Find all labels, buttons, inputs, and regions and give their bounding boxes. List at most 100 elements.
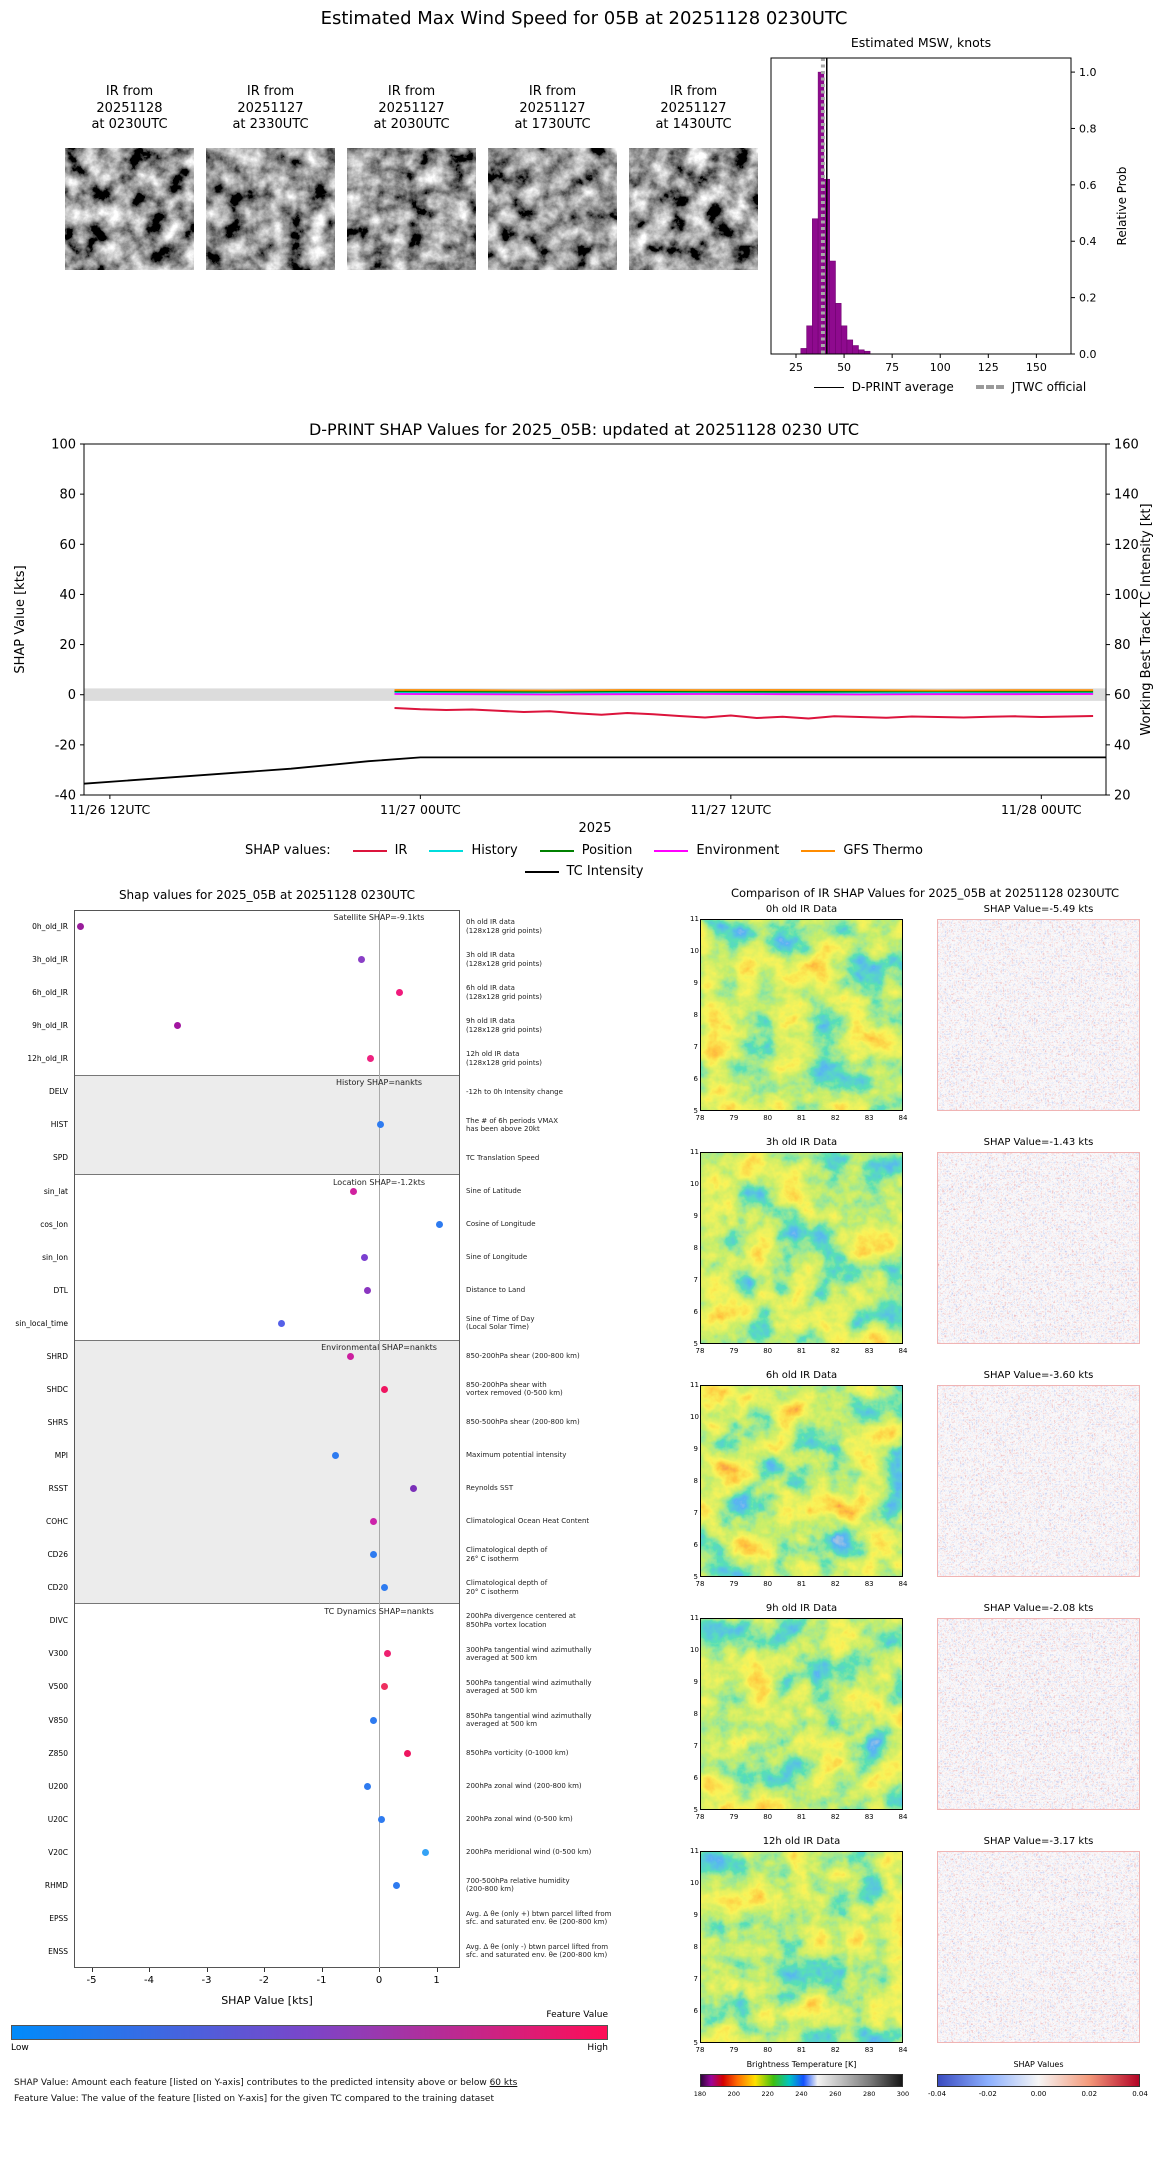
feature-label: V850 bbox=[48, 1715, 68, 1725]
map-x-tick-label: 80 bbox=[763, 2046, 773, 2054]
dotplot-plot-area bbox=[74, 910, 460, 1968]
tick-label: 0.6 bbox=[1079, 179, 1097, 192]
tick-label: 150 bbox=[1026, 361, 1047, 374]
shap-map-1-image bbox=[938, 1153, 1139, 1343]
legend-label: History bbox=[471, 843, 518, 858]
map-x-tick-label: 83 bbox=[864, 1347, 874, 1355]
map-y-tick-label: 10 bbox=[690, 947, 699, 955]
ir-map-0 bbox=[700, 919, 903, 1111]
legend-item-history: History bbox=[429, 843, 518, 858]
map-y-tick-label: 6 bbox=[693, 1308, 698, 1316]
map-x-tick-label: 83 bbox=[864, 1813, 874, 1821]
feature-desc: Maximum potential intensity bbox=[466, 1451, 567, 1460]
ir-thumbnail-0 bbox=[65, 148, 194, 270]
histogram-bar bbox=[852, 345, 859, 355]
ir-thumb-label-4: IR from 20251127 at 1430UTC bbox=[629, 84, 758, 134]
map-x-tick-label: 80 bbox=[763, 1813, 773, 1821]
shap-dot-Z850 bbox=[404, 1749, 412, 1757]
shap-dot-RHMD bbox=[392, 1881, 400, 1889]
x-tick-label: -1 bbox=[316, 1975, 327, 1986]
feature-desc: 850-500hPa shear (200-800 km) bbox=[466, 1418, 580, 1427]
shap-dot-RSST bbox=[410, 1485, 417, 1493]
map-x-tick-label: 79 bbox=[729, 1580, 739, 1588]
shap-dot-cos_lon bbox=[435, 1220, 443, 1228]
series-tc-intensity bbox=[83, 756, 1106, 785]
ir-thumbnail-2-image bbox=[347, 148, 476, 270]
shap-dot-V300 bbox=[384, 1650, 392, 1658]
tick-label: -40 bbox=[55, 789, 76, 804]
legend-prefix: SHAP values: bbox=[245, 843, 331, 858]
feature-label: SPD bbox=[52, 1153, 68, 1163]
shap-dot-SHDC bbox=[381, 1385, 389, 1393]
map-x-tick-label: 81 bbox=[797, 1114, 806, 1122]
legend-swatch bbox=[654, 849, 689, 852]
feature-desc: 200hPa zonal wind (0-500 km) bbox=[466, 1815, 573, 1824]
shap-panel-title: SHAP Value=-3.17 kts bbox=[983, 1836, 1094, 1847]
map-x-tick-label: 78 bbox=[695, 1114, 705, 1122]
tick-label: 40 bbox=[59, 588, 76, 603]
shap-dot-9h_old_IR bbox=[174, 1022, 182, 1030]
feature-desc: Sine of Longitude bbox=[466, 1252, 528, 1261]
map-x-tick-label: 81 bbox=[797, 1347, 806, 1355]
feature-label: cos_lon bbox=[40, 1219, 68, 1229]
shap-dot-MPI bbox=[332, 1452, 340, 1460]
tick-label: 80 bbox=[1114, 638, 1131, 653]
feature-label: EPSS bbox=[49, 1913, 68, 1923]
feature-label: MPI bbox=[54, 1451, 68, 1461]
feature-desc: 200hPa zonal wind (200-800 km) bbox=[466, 1781, 582, 1790]
tick-label: 60 bbox=[1114, 688, 1131, 703]
shap-dot-V500 bbox=[381, 1683, 389, 1691]
tick-label: 11/28 00UTC bbox=[1001, 802, 1082, 817]
feature-desc: 850hPa tangential wind azimuthally avera… bbox=[466, 1711, 592, 1729]
legend-swatch bbox=[429, 849, 464, 852]
tick-label: 50 bbox=[837, 361, 851, 374]
map-x-tick-label: 81 bbox=[797, 1580, 806, 1588]
histogram-bar bbox=[846, 339, 854, 355]
shap-panel-title: SHAP Value=-2.08 kts bbox=[983, 1603, 1094, 1614]
legend-swatch bbox=[539, 849, 574, 852]
ir-thumb-label-0: IR from 20251128 at 0230UTC bbox=[65, 84, 194, 134]
map-y-tick-label: 11 bbox=[690, 1847, 699, 1855]
jtwc-official-swatch bbox=[975, 385, 1004, 389]
legend-swatch bbox=[524, 870, 559, 873]
feature-label: sin_local_time bbox=[15, 1318, 68, 1328]
map-y-tick-label: 9 bbox=[693, 1445, 698, 1453]
tick-label: 20 bbox=[59, 638, 76, 653]
series-environment bbox=[394, 693, 1094, 696]
feature-label: 12h_old_IR bbox=[27, 1054, 68, 1064]
ir-map-1-image bbox=[701, 1153, 902, 1343]
x-tick-label: -4 bbox=[144, 1975, 154, 1986]
ir-thumb-label-2: IR from 20251127 at 2030UTC bbox=[347, 84, 476, 134]
histogram-bar bbox=[812, 218, 819, 355]
map-y-tick-label: 8 bbox=[693, 1244, 698, 1252]
ir-thumbnail-3-image bbox=[488, 148, 617, 270]
feature-desc: Climatological depth of 26° C isotherm bbox=[466, 1546, 548, 1563]
shap-map-1 bbox=[937, 1152, 1140, 1344]
map-y-tick-label: 5 bbox=[693, 1107, 698, 1115]
timeseries-ylabel-left: SHAP Value [kts] bbox=[13, 565, 28, 673]
shap-timeseries-chart: 100 80 60 40 20 0 -20 -40 160 140 120 100 80 60 40 20 11… bbox=[13, 438, 1154, 837]
tick-label: 100 bbox=[1114, 588, 1139, 603]
feature-desc: 850-200hPa shear with vortex removed (0-… bbox=[466, 1381, 563, 1398]
map-y-tick-label: 5 bbox=[693, 1806, 698, 1814]
histogram-ylabel: Relative Prob bbox=[1115, 167, 1129, 246]
shap-map-0-noise bbox=[938, 920, 1139, 1110]
tick-label: 0.0 bbox=[1079, 348, 1097, 361]
map-y-tick-label: 8 bbox=[693, 1710, 698, 1718]
feature-desc: 12h old IR data (128x128 grid points) bbox=[466, 1050, 542, 1067]
map-y-tick-label: 6 bbox=[693, 1541, 698, 1549]
ir-thumb-label-1: IR from 20251127 at 2330UTC bbox=[206, 84, 335, 134]
map-y-tick-label: 7 bbox=[693, 1509, 698, 1517]
timeseries-xlabel: 2025 bbox=[578, 821, 611, 836]
ir-thumbnail-3 bbox=[488, 148, 617, 270]
shap-map-4 bbox=[937, 1851, 1140, 2043]
feature-desc: -12h to 0h Intensity change bbox=[466, 1087, 563, 1096]
shap-dot-DTL bbox=[364, 1286, 371, 1294]
bt-tick-label: 180 bbox=[693, 2090, 707, 2098]
feature-desc: 850-200hPa shear (200-800 km) bbox=[466, 1352, 580, 1361]
legend-item-ir: IR bbox=[352, 843, 407, 858]
group-header-4: TC Dynamics SHAP=nankts bbox=[324, 1607, 434, 1617]
jtwc-official-label: JTWC official bbox=[1011, 380, 1087, 394]
tick-label: 100 bbox=[930, 361, 951, 374]
feature-desc: 300hPa tangential wind azimuthally avera… bbox=[466, 1645, 592, 1662]
